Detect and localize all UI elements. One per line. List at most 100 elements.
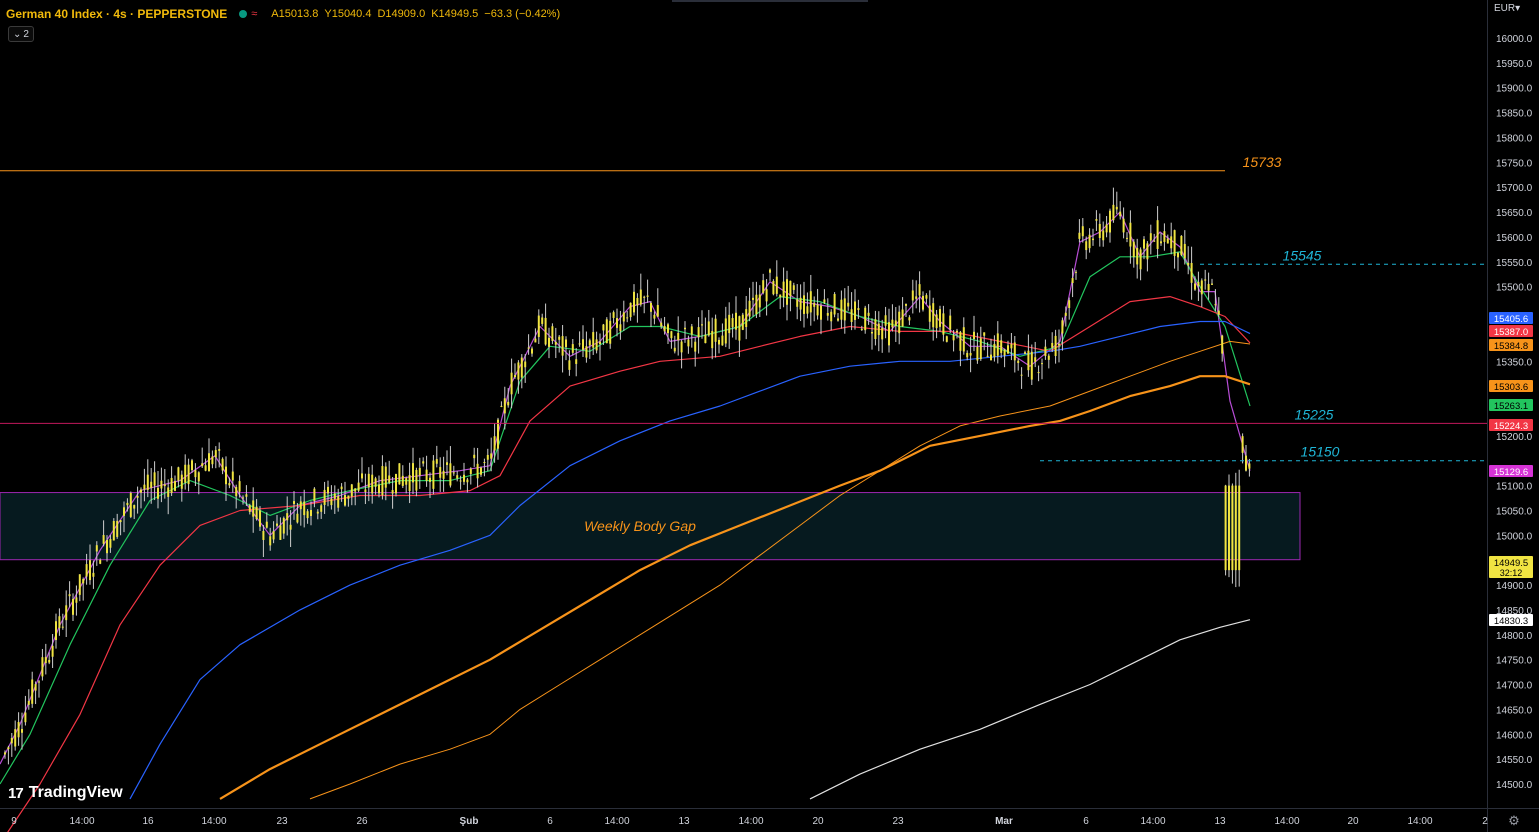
x-tick-label: Mar (995, 816, 1013, 827)
candle-body (456, 475, 459, 479)
candle-body (1177, 252, 1179, 258)
x-tick-label: 20 (1347, 816, 1359, 827)
candle-body (1183, 243, 1186, 259)
candle-body (248, 505, 251, 512)
candle-body (983, 332, 986, 336)
candle-body (925, 295, 928, 299)
candle-body (395, 474, 397, 494)
candle-body (602, 324, 605, 331)
candle-body (1003, 349, 1006, 356)
price-tag-label: 15129.6 (1494, 467, 1528, 478)
tradingview-icon: 17 (8, 784, 24, 802)
candle-body (531, 348, 533, 354)
candle-body (680, 341, 683, 353)
candle-body (344, 495, 346, 506)
candle-body (582, 339, 584, 350)
candle-body (357, 482, 360, 491)
candle-body (116, 520, 119, 537)
moving-average-line (309, 340, 1251, 800)
candle-body (61, 626, 64, 628)
symbol-title[interactable]: German 40 Index · 4s · PEPPERSTONE (6, 7, 228, 21)
candle-body (724, 318, 727, 344)
candle-body (646, 295, 649, 297)
candle-body (401, 475, 404, 486)
candle-body (10, 737, 13, 744)
candle-body (670, 331, 673, 339)
candle-body (952, 335, 955, 341)
level-label: 15225 (1295, 406, 1334, 422)
candle-body (1132, 241, 1135, 258)
candle-body (711, 331, 714, 349)
price-tag-bg (1489, 380, 1533, 392)
candle-body (323, 489, 326, 505)
candle-body (915, 296, 918, 299)
candle-body (412, 463, 414, 483)
candle-body (826, 312, 829, 316)
candle-body (490, 453, 493, 459)
candle-body (847, 302, 850, 307)
price-tag-bg (1489, 339, 1533, 351)
candle-body (146, 474, 149, 490)
price-tag-bg (1489, 556, 1533, 578)
candle-body (497, 419, 499, 449)
candle-body (524, 361, 527, 368)
candle-body (660, 322, 663, 327)
candle-body (1231, 485, 1234, 571)
candle-body (548, 337, 550, 347)
candle-body (616, 318, 618, 328)
candle-body (347, 495, 350, 499)
candle-body (95, 545, 98, 552)
candle-body (738, 316, 741, 341)
candle-body (180, 474, 183, 489)
candle-body (1241, 436, 1244, 453)
candle-body (517, 362, 520, 380)
candle-body (735, 312, 737, 330)
candle-body (82, 579, 85, 584)
candle-body (439, 467, 442, 478)
y-tick-label: 14600.0 (1496, 730, 1533, 741)
candle-body (1051, 342, 1054, 348)
candle-body (92, 572, 95, 577)
y-tick-label: 14550.0 (1496, 755, 1533, 766)
candle-body (541, 317, 544, 324)
candle-body (361, 473, 363, 479)
candle-body (976, 346, 979, 361)
candle-body (160, 480, 163, 489)
candle-body (1248, 463, 1251, 469)
candle-body (286, 513, 289, 521)
change-value: −63.3 (−0.42%) (484, 8, 561, 20)
candle-body (1204, 279, 1207, 281)
moving-average-line (7, 296, 1251, 832)
candle-body (337, 496, 340, 508)
currency-selector[interactable]: EUR▾ (1494, 3, 1521, 14)
candle-body (959, 331, 962, 351)
candle-body (102, 535, 105, 544)
y-tick-label: 15700.0 (1496, 183, 1533, 194)
candle-body (558, 336, 561, 340)
y-tick-label: 15900.0 (1496, 84, 1533, 95)
candle-body (1095, 219, 1098, 221)
candle-body (1129, 222, 1132, 247)
candle-body (939, 309, 941, 327)
settings-gear-icon[interactable]: ⚙ (1508, 813, 1520, 828)
candle-body (1221, 335, 1224, 354)
candle-body (34, 684, 37, 691)
candle-body (184, 464, 187, 483)
candle-body (330, 498, 333, 506)
candle-body (816, 304, 819, 316)
price-tag-label: 15263.1 (1494, 401, 1528, 412)
candle-body (1075, 271, 1077, 273)
indicators-toggle-button[interactable]: ⌄ 2 (8, 26, 34, 42)
candle-body (874, 319, 877, 339)
candle-body (731, 318, 734, 328)
low-value: 14909.0 (385, 8, 426, 20)
candle-body (214, 450, 217, 458)
candle-body (986, 355, 989, 357)
candle-body (299, 501, 302, 510)
candle-body (694, 341, 697, 352)
candle-body (381, 466, 384, 496)
candle-body (391, 489, 394, 494)
candle-body (143, 484, 146, 490)
candle-body (1030, 351, 1033, 380)
